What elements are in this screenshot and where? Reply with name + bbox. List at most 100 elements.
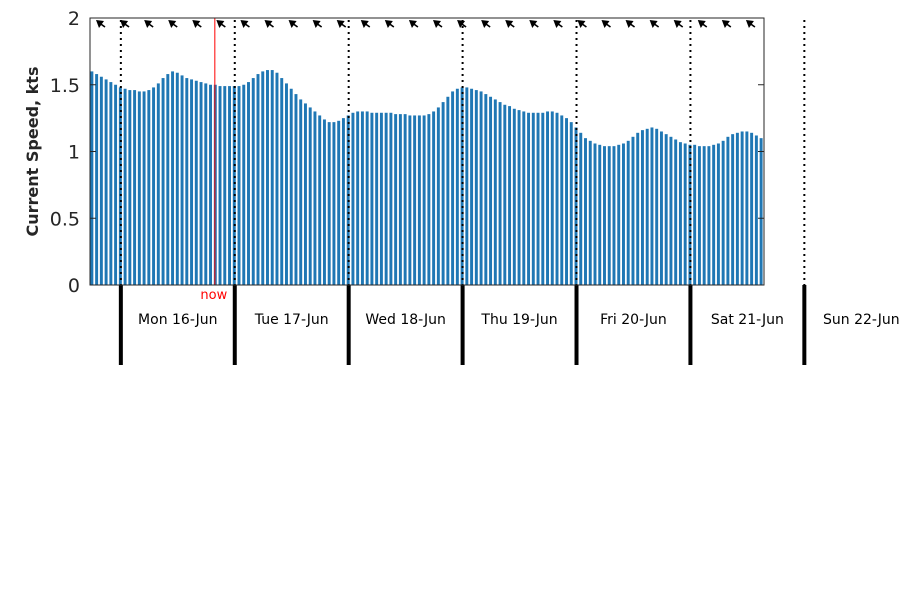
bar-series bbox=[90, 70, 763, 286]
bar bbox=[584, 138, 587, 285]
bar bbox=[289, 88, 293, 285]
bar bbox=[555, 112, 559, 285]
bar bbox=[337, 120, 341, 285]
bar bbox=[754, 135, 758, 285]
day-label: Thu 19-Jun bbox=[480, 312, 557, 328]
bar bbox=[204, 83, 208, 285]
y-axis-label: Current Speed, kts bbox=[23, 67, 42, 237]
bar bbox=[493, 99, 497, 285]
bar bbox=[427, 114, 431, 286]
bar bbox=[327, 122, 331, 285]
bar bbox=[209, 84, 212, 285]
bar bbox=[508, 106, 512, 285]
bar bbox=[318, 115, 322, 285]
bar bbox=[626, 140, 630, 285]
direction-arrow-icon bbox=[433, 20, 443, 28]
y-tick-label: 2 bbox=[68, 8, 80, 30]
bar bbox=[232, 86, 236, 285]
direction-arrow-icon bbox=[457, 20, 467, 28]
bar bbox=[460, 87, 464, 285]
bar bbox=[612, 146, 616, 285]
bar bbox=[413, 115, 417, 285]
bar bbox=[484, 94, 488, 285]
bar bbox=[251, 78, 255, 285]
bar bbox=[716, 143, 720, 285]
y-tick-label: 0.5 bbox=[50, 208, 80, 230]
direction-arrow-icon bbox=[264, 20, 274, 28]
day-label: Wed 18-Jun bbox=[365, 312, 446, 328]
bar bbox=[712, 144, 716, 285]
bar bbox=[156, 83, 160, 285]
direction-arrow-icon bbox=[649, 20, 660, 28]
bar bbox=[280, 78, 284, 285]
bar bbox=[678, 142, 682, 285]
bar bbox=[356, 111, 360, 285]
bar bbox=[683, 143, 687, 285]
bar bbox=[308, 107, 312, 285]
direction-arrow-icon bbox=[192, 20, 202, 28]
bar bbox=[223, 86, 227, 285]
day-label: Tue 17-Jun bbox=[254, 312, 329, 328]
bar bbox=[403, 114, 407, 286]
bar bbox=[408, 115, 412, 285]
direction-arrow-row bbox=[96, 20, 756, 28]
direction-arrow-icon bbox=[336, 20, 347, 28]
bar bbox=[588, 140, 592, 285]
bar bbox=[436, 107, 440, 285]
direction-arrow-icon bbox=[384, 20, 395, 28]
bar bbox=[171, 71, 175, 286]
bar bbox=[522, 111, 526, 285]
bar bbox=[489, 96, 493, 286]
bar bbox=[99, 76, 103, 286]
bar bbox=[441, 102, 445, 285]
bar bbox=[550, 111, 554, 285]
bar bbox=[228, 86, 231, 285]
y-axis-ticks: 0 0.5 1 1.5 2 bbox=[50, 8, 764, 297]
bar bbox=[546, 111, 549, 285]
bar bbox=[565, 118, 568, 286]
bar bbox=[617, 144, 621, 285]
day-label: Sun 22-Jun bbox=[823, 312, 900, 328]
bar bbox=[194, 80, 198, 285]
bar bbox=[579, 132, 583, 285]
bar bbox=[104, 79, 108, 285]
bar bbox=[607, 146, 611, 285]
day-labels: Mon 16-Jun Tue 17-Jun Wed 18-Jun Thu 19-Jun… bbox=[138, 312, 900, 328]
bar bbox=[740, 131, 744, 285]
direction-arrow-icon bbox=[625, 20, 636, 28]
bar bbox=[479, 91, 483, 286]
bar bbox=[603, 146, 606, 285]
direction-arrow-icon bbox=[505, 20, 515, 28]
bar bbox=[118, 87, 122, 285]
bar bbox=[640, 130, 644, 285]
bar bbox=[303, 103, 307, 285]
bar bbox=[147, 90, 151, 285]
bar bbox=[142, 91, 146, 286]
bar bbox=[114, 84, 118, 285]
bar bbox=[650, 127, 654, 285]
bar bbox=[446, 96, 450, 286]
bar bbox=[175, 72, 179, 285]
bar bbox=[161, 78, 165, 285]
bar bbox=[128, 90, 132, 285]
bar bbox=[598, 144, 602, 285]
bar bbox=[90, 71, 94, 286]
bar bbox=[266, 70, 269, 285]
bar bbox=[750, 132, 754, 285]
direction-arrow-icon bbox=[721, 20, 732, 28]
bar bbox=[503, 104, 507, 286]
bar bbox=[593, 143, 597, 285]
bar bbox=[631, 136, 635, 285]
bar bbox=[365, 111, 369, 285]
y-tick-label: 1 bbox=[68, 142, 80, 164]
bar bbox=[384, 112, 388, 285]
bar bbox=[645, 128, 649, 285]
bar bbox=[185, 78, 189, 285]
bar bbox=[180, 75, 184, 285]
bar bbox=[498, 102, 502, 285]
bar bbox=[531, 112, 535, 285]
y-tick-label: 1.5 bbox=[50, 75, 80, 97]
bar bbox=[664, 134, 668, 285]
direction-arrow-icon bbox=[408, 20, 419, 28]
bar bbox=[351, 112, 355, 285]
